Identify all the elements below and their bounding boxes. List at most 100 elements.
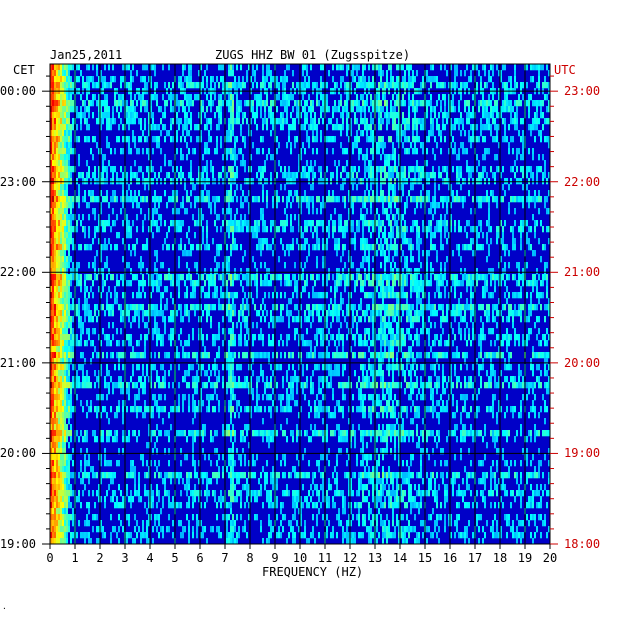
- spectrogram-cell: [528, 166, 530, 173]
- spectrogram-cell: [196, 196, 198, 203]
- spectrogram-cell: [206, 166, 208, 173]
- spectrogram-cell: [242, 286, 244, 293]
- spectrogram-cell: [394, 220, 396, 227]
- spectrogram-cell: [360, 196, 362, 203]
- spectrogram-cell: [254, 226, 256, 233]
- spectrogram-cell: [404, 226, 406, 233]
- spectrogram-cell: [92, 238, 94, 245]
- spectrogram-cell: [348, 136, 350, 143]
- spectrogram-cell: [448, 100, 450, 107]
- spectrogram-cell: [186, 274, 188, 281]
- spectrogram-cell: [302, 166, 304, 173]
- spectrogram-cell: [320, 112, 322, 119]
- spectrogram-cell: [108, 304, 110, 311]
- spectrogram-cell: [408, 148, 410, 155]
- spectrogram-cell: [180, 148, 182, 155]
- spectrogram-cell: [412, 106, 414, 113]
- spectrogram-cell: [420, 118, 422, 125]
- spectrogram-cell: [120, 76, 122, 83]
- spectrogram-cell: [78, 154, 80, 161]
- spectrogram-cell: [242, 190, 244, 197]
- spectrogram-cell: [454, 70, 456, 77]
- spectrogram-cell: [142, 244, 144, 251]
- spectrogram-cell: [60, 238, 62, 245]
- spectrogram-cell: [444, 166, 446, 173]
- spectrogram-cell: [394, 262, 396, 269]
- spectrogram-cell: [76, 178, 78, 185]
- spectrogram-cell: [288, 190, 290, 197]
- spectrogram-cell: [494, 316, 496, 323]
- spectrogram-cell: [168, 82, 170, 89]
- spectrogram-cell: [422, 118, 424, 125]
- spectrogram-cell: [218, 100, 220, 107]
- spectrogram-cell: [86, 94, 88, 101]
- spectrogram-cell: [306, 238, 308, 245]
- spectrogram-cell: [306, 196, 308, 203]
- spectrogram-cell: [90, 316, 92, 323]
- spectrogram-cell: [84, 304, 86, 311]
- spectrogram-cell: [384, 316, 386, 323]
- spectrogram-cell: [400, 130, 402, 137]
- spectrogram-cell: [432, 310, 434, 317]
- spectrogram-cell: [504, 280, 506, 287]
- spectrogram-cell: [512, 118, 514, 125]
- spectrogram-cell: [412, 244, 414, 251]
- spectrogram-cell: [326, 100, 328, 107]
- spectrogram-cell: [286, 280, 288, 287]
- spectrogram-cell: [280, 292, 282, 299]
- spectrogram-cell: [192, 292, 194, 299]
- spectrogram-cell: [128, 280, 130, 287]
- spectrogram-cell: [414, 118, 416, 125]
- spectrogram-cell: [354, 142, 356, 149]
- spectrogram-cell: [116, 178, 118, 185]
- spectrogram-cell: [134, 274, 136, 281]
- spectrogram-cell: [286, 118, 288, 125]
- spectrogram-cell: [60, 124, 62, 131]
- spectrogram-cell: [64, 196, 66, 203]
- spectrogram-cell: [154, 250, 156, 257]
- spectrogram-cell: [486, 124, 488, 131]
- spectrogram-cell: [412, 184, 414, 191]
- spectrogram-cell: [436, 142, 438, 149]
- spectrogram-cell: [202, 154, 204, 161]
- spectrogram-cell: [78, 190, 80, 197]
- spectrogram-cell: [302, 106, 304, 113]
- spectrogram-cell: [438, 130, 440, 137]
- spectrogram-cell: [56, 70, 58, 77]
- spectrogram-cell: [542, 100, 544, 107]
- spectrogram-cell: [56, 154, 58, 161]
- spectrogram-cell: [426, 268, 428, 275]
- spectrogram-cell: [122, 136, 124, 143]
- spectrogram-cell: [238, 316, 240, 323]
- spectrogram-cell: [156, 208, 158, 215]
- spectrogram-cell: [60, 184, 62, 191]
- spectrogram-cell: [408, 190, 410, 197]
- spectrogram-cell: [96, 178, 98, 185]
- spectrogram-cell: [76, 220, 78, 227]
- spectrogram-cell: [314, 244, 316, 251]
- spectrogram-cell: [382, 286, 384, 293]
- spectrogram-cell: [228, 82, 230, 89]
- spectrogram-cell: [148, 310, 150, 317]
- spectrogram-cell: [54, 64, 56, 71]
- spectrogram-cell: [452, 166, 454, 173]
- spectrogram-cell: [352, 184, 354, 191]
- spectrogram-cell: [236, 106, 238, 113]
- spectrogram-cell: [152, 208, 154, 215]
- spectrogram-cell: [330, 298, 332, 305]
- spectrogram-cell: [132, 292, 134, 299]
- spectrogram-cell: [298, 244, 300, 251]
- spectrogram-cell: [360, 274, 362, 281]
- spectrogram-cell: [306, 202, 308, 209]
- spectrogram-cell: [86, 274, 88, 281]
- spectrogram-cell: [190, 178, 192, 185]
- spectrogram-cell: [258, 196, 260, 203]
- spectrogram-cell: [380, 76, 382, 83]
- spectrogram-cell: [356, 322, 358, 329]
- spectrogram-cell: [178, 280, 180, 287]
- spectrogram-cell: [502, 64, 504, 71]
- spectrogram-cell: [64, 100, 66, 107]
- spectrogram-cell: [454, 292, 456, 299]
- spectrogram-cell: [288, 178, 290, 185]
- spectrogram-cell: [450, 124, 452, 131]
